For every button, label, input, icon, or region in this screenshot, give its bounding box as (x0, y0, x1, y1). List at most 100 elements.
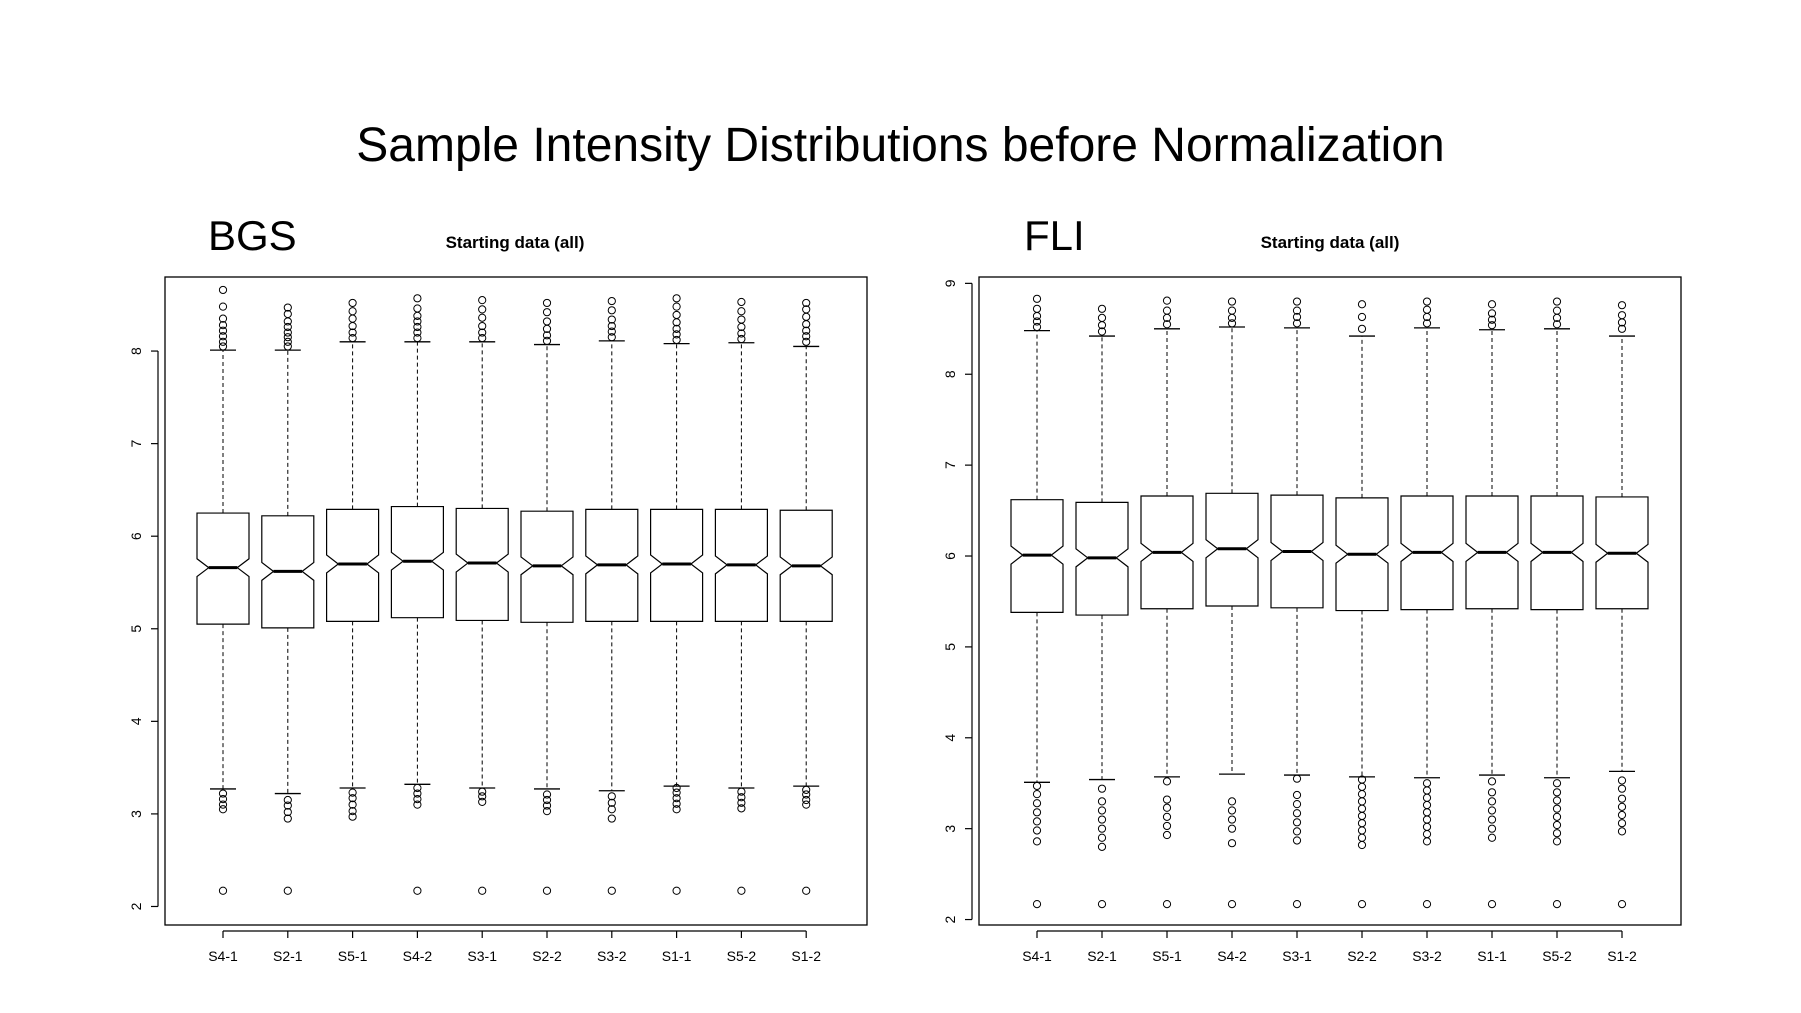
fli-outlier-point (1162, 296, 1172, 305)
fli-outlier-point (1422, 779, 1432, 788)
fli-x-tick-label: S4-1 (1022, 948, 1052, 964)
bgs-chart-title: Starting data (all) (446, 233, 585, 252)
fli-outlier-point (1357, 782, 1367, 791)
fli-outlier-point (1487, 824, 1497, 833)
fli-outlier-point (1162, 795, 1172, 804)
bgs-outlier-point (478, 321, 487, 331)
bgs-x-tick-label: S3-2 (597, 948, 627, 964)
bgs-outlier-point (218, 321, 228, 330)
fli-outlier-point (1617, 324, 1627, 333)
bgs-outlier-point (218, 800, 228, 809)
bgs-outlier-point (802, 886, 811, 895)
bgs-outlier-point (478, 792, 487, 801)
fli-y-tick-label: 4 (942, 734, 958, 742)
fli-outlier-point (1292, 899, 1302, 909)
bgs-outlier-point (218, 805, 228, 814)
page-title: Sample Intensity Distributions before No… (356, 119, 1445, 172)
bgs-outlier-point (413, 333, 422, 343)
bgs-x-tick-label: S5-1 (338, 948, 368, 964)
fli-outlier-point (1617, 802, 1627, 811)
fli-outlier-point (1097, 784, 1107, 793)
bgs-x-tick-label: S3-1 (467, 948, 497, 964)
fli-outlier-point (1162, 812, 1172, 821)
fli-y-tick-label: 9 (942, 279, 958, 287)
bgs-outlier-point (607, 798, 616, 807)
bgs-outlier-point (478, 328, 487, 337)
bgs-outlier-point (607, 333, 616, 342)
fli-x-tick-label: S5-1 (1152, 948, 1182, 964)
bgs-outlier-point (413, 304, 422, 313)
fli-outlier-point (1097, 824, 1107, 833)
bgs-outlier-point (802, 785, 811, 794)
bgs-outlier-point (672, 788, 681, 797)
fli-outlier-point (1032, 304, 1042, 313)
bgs-outlier-point (283, 317, 292, 326)
fli-outlier-point (1487, 899, 1497, 909)
bgs-outlier-point (672, 335, 681, 345)
fli-outlier-point (1227, 797, 1237, 806)
fli-outlier-point (1032, 317, 1042, 326)
bgs-outlier-point (283, 807, 292, 817)
bgs-outlier-point (413, 789, 422, 798)
bgs-outlier-point (348, 788, 357, 797)
fli-outlier-point (1032, 799, 1042, 808)
bgs-outlier-point (542, 336, 552, 345)
fli-outlier-point (1357, 811, 1367, 821)
bgs-outlier-point (672, 294, 681, 303)
fli-outlier-point (1162, 777, 1172, 786)
fli-outlier-point (1032, 817, 1042, 826)
fli-outlier-point (1487, 309, 1497, 318)
fli-outlier-point (1422, 815, 1432, 824)
fli-outlier-point (1292, 800, 1302, 809)
panel-label-bgs: BGS (208, 212, 297, 259)
fli-outlier-point (1097, 815, 1107, 824)
fli-outlier-point (1487, 788, 1497, 797)
fli-outlier-point (1552, 320, 1562, 329)
bgs-outlier-point (348, 807, 357, 816)
bgs-outlier-point (542, 801, 552, 810)
fli-outlier-point (1487, 797, 1497, 806)
bgs-outlier-point (542, 790, 552, 799)
fli-outlier-point (1617, 784, 1627, 793)
fli-outlier-point (1227, 313, 1237, 322)
fli-outlier-point (1357, 790, 1367, 799)
fli-outlier-point (1552, 837, 1562, 846)
bgs-outlier-point (413, 317, 422, 326)
fli-outlier-point (1227, 815, 1237, 824)
bgs-outlier-point (737, 334, 746, 344)
bgs-outlier-point (348, 333, 357, 343)
fli-outlier-point (1292, 319, 1302, 328)
fli-outlier-point (1617, 899, 1627, 909)
bgs-outlier-point (802, 312, 811, 321)
bgs-outlier-point (218, 342, 228, 351)
bgs-outlier-point (737, 307, 746, 316)
fli-outlier-point (1357, 797, 1367, 806)
fli-outlier-point (1357, 804, 1367, 813)
bgs-outlier-point (413, 294, 422, 303)
fli-outlier-point (1552, 829, 1562, 838)
fli-outlier-point (1032, 837, 1042, 846)
bgs-outlier-point (218, 314, 228, 323)
bgs-outlier-point (737, 886, 746, 895)
fli-x-tick-label: S2-2 (1347, 948, 1377, 964)
fli-outlier-point (1227, 899, 1237, 909)
bgs-outlier-point (607, 886, 616, 895)
bgs-x-tick-label: S2-2 (532, 948, 562, 964)
fli-outlier-point (1422, 800, 1432, 810)
bgs-outlier-point (542, 795, 552, 805)
bgs-outlier-point (218, 795, 228, 804)
fli-outlier-point (1357, 300, 1367, 309)
fli-outlier-point (1422, 297, 1432, 306)
fli-outlier-point (1552, 297, 1562, 306)
bgs-outlier-point (413, 322, 422, 332)
bgs-outlier-point (542, 807, 552, 816)
bgs-outlier-point (413, 886, 422, 895)
bgs-outlier-point (737, 297, 746, 307)
bgs-outlier-point (348, 328, 357, 337)
fli-y-tick-label: 6 (942, 552, 958, 560)
bgs-outlier-point (802, 326, 811, 335)
bgs-y-tick-label: 3 (128, 810, 144, 818)
fli-outlier-point (1292, 774, 1302, 783)
fli-y-tick-label: 7 (942, 461, 958, 469)
fli-outlier-point (1357, 775, 1367, 784)
